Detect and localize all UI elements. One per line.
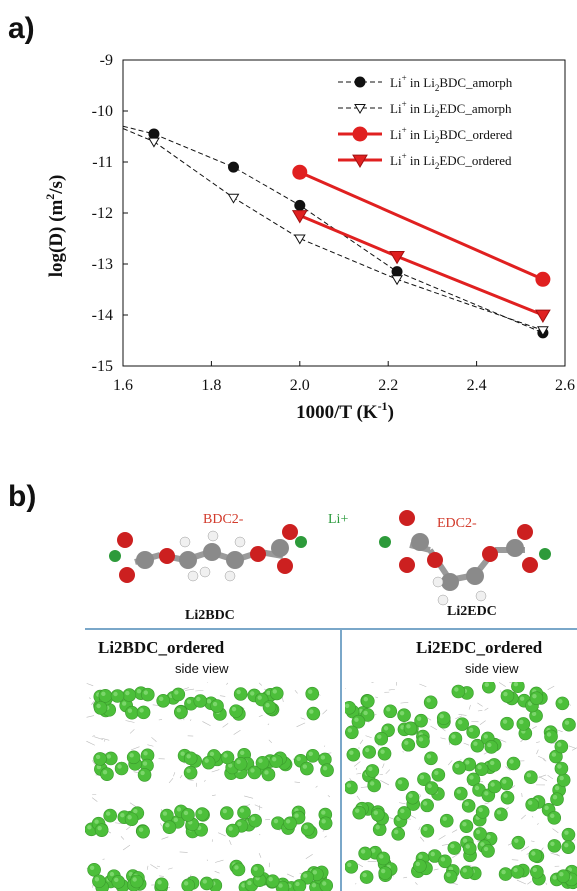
bdc-ion-label: BDC2-: [203, 512, 244, 527]
series-line-extension: [122, 128, 155, 143]
legend-label: Li+ in Li2EDC_amorph: [390, 99, 512, 119]
series-line: [299, 214, 544, 317]
y-tick-label: -13: [92, 256, 113, 273]
series-2: [122, 128, 549, 337]
panel-b-label: b): [8, 480, 37, 513]
legend-entry: Li+ in Li2BDC_ordered: [338, 125, 513, 145]
li2bdc-name: Li2BDC: [185, 608, 235, 623]
series-1: [122, 125, 549, 339]
left-structure-subtitle: side view: [175, 661, 229, 676]
li2edc-molecule: [379, 510, 551, 606]
series-line: [153, 141, 544, 331]
data-point: [391, 266, 403, 278]
data-point: [391, 275, 403, 286]
y-tick-label: -14: [92, 307, 113, 324]
y-tick-label: -10: [92, 103, 113, 120]
li-ion: [379, 536, 391, 548]
data-point: [535, 309, 551, 323]
panel-a-label: a): [8, 12, 35, 45]
li-ion: [539, 548, 551, 560]
data-point: [227, 193, 240, 204]
legend-entry: Li+ in Li2BDC_amorph: [338, 73, 513, 93]
x-tick-label: 2.2: [378, 377, 398, 394]
series-4: [291, 210, 551, 323]
li2edc-ordered-structure: [345, 682, 577, 890]
y-tick-label: -9: [100, 52, 113, 69]
li2bdc-ordered-structure: [85, 682, 334, 891]
edc-ion-label: EDC2-: [437, 516, 477, 531]
y-tick-label: -11: [92, 154, 113, 171]
y-tick-label: -15: [92, 358, 113, 375]
x-tick-label: 2.6: [555, 377, 575, 394]
data-point: [354, 104, 366, 114]
data-point: [148, 137, 160, 148]
data-point: [291, 210, 308, 224]
series-3: [292, 164, 551, 287]
li2bdc-molecule: [109, 524, 307, 583]
legend-entry: Li+ in Li2EDC_amorph: [338, 99, 512, 119]
left-structure-title: Li2BDC_ordered: [98, 638, 225, 657]
molecule-area: BDC2- Li+ EDC2- Li2BDC Li2EDC: [85, 490, 577, 630]
legend-label: Li+ in Li2BDC_ordered: [390, 125, 513, 145]
data-point: [228, 161, 239, 173]
data-point: [293, 234, 306, 245]
x-tick-label: 1.6: [113, 377, 133, 394]
data-point: [537, 326, 549, 337]
diffusion-chart: 1.6 1.8 2.0 2.2 2.4 2.6 -9-10-11-12-13-14-15 …: [43, 52, 575, 423]
panel-divider-horizontal: [85, 628, 577, 630]
data-point: [389, 250, 405, 265]
data-point: [352, 154, 368, 168]
legend-label: Li+ in Li2EDC_ordered: [390, 151, 512, 171]
legend-entry: Li+ in Li2EDC_ordered: [338, 151, 512, 171]
x-tick-label: 2.0: [290, 377, 310, 394]
legend: Li+ in Li2BDC_amorph Li+ in Li2EDC_amorph…: [338, 73, 513, 171]
right-structure-subtitle: side view: [465, 661, 519, 676]
y-axis-ticks: -9 -10 -11 -12 -13 -14 -15: [92, 52, 128, 375]
li-ion: [109, 550, 121, 562]
panel-divider-vertical: [340, 628, 342, 891]
li2edc-name: Li2EDC: [447, 604, 497, 619]
y-tick-label: -12: [92, 205, 113, 222]
data-point: [292, 164, 308, 180]
series-line: [299, 170, 544, 281]
li-ion: [295, 536, 307, 548]
data-point: [354, 76, 366, 88]
series-layer: [122, 125, 551, 339]
x-tick-label: 2.4: [467, 377, 487, 394]
data-point: [294, 199, 306, 211]
y-axis-label: log(D) (m2/s): [43, 175, 67, 278]
legend-label: Li+ in Li2BDC_amorph: [390, 73, 513, 93]
x-axis-ticks: 1.6 1.8 2.0 2.2 2.4 2.6: [113, 361, 575, 394]
right-structure-title: Li2EDC_ordered: [416, 638, 543, 657]
data-point: [352, 126, 368, 142]
x-tick-label: 1.8: [201, 377, 221, 394]
x-axis-label: 1000/T (K-1): [296, 399, 394, 423]
molecule-drawings: [109, 510, 551, 606]
li-ion-label: Li+: [328, 512, 349, 527]
data-point: [535, 271, 551, 287]
data-point: [148, 128, 160, 140]
